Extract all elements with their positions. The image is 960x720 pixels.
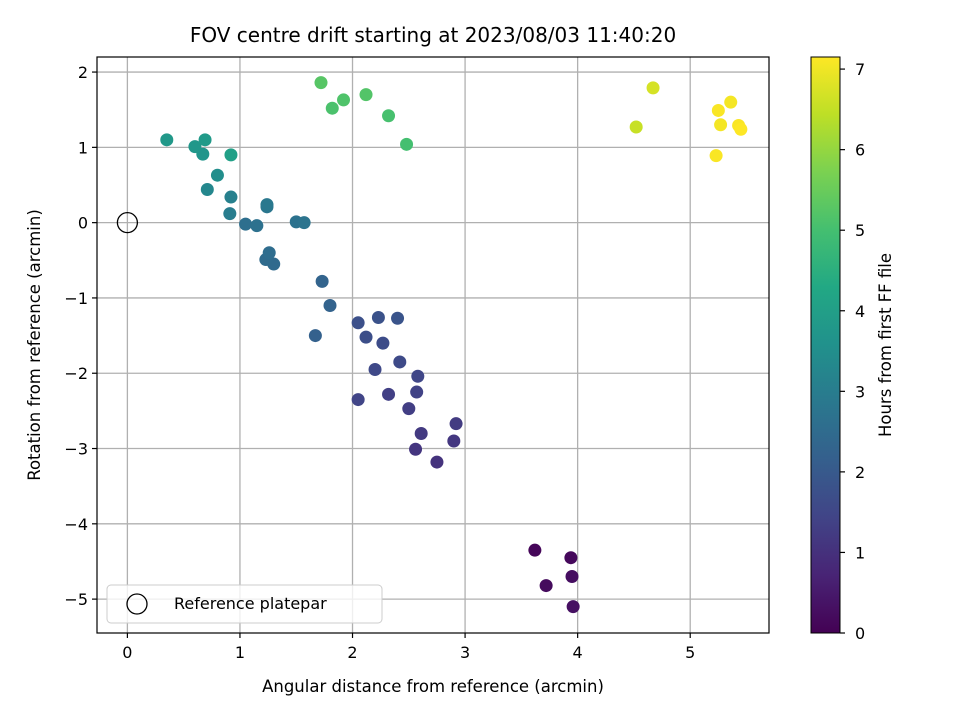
data-point [262,246,276,260]
colorbar-tick-label: 1 [855,543,865,562]
data-point [447,434,461,448]
data-point [382,387,396,401]
data-point [629,120,643,134]
colorbar-label: Hours from first FF file [876,253,895,437]
colorbar-tick-label: 5 [855,221,865,240]
x-tick-label: 0 [122,643,132,662]
legend: Reference platepar [106,584,383,624]
data-points [160,76,748,614]
legend-box [106,584,383,624]
x-tick-label: 2 [347,643,357,662]
reference-point [116,211,139,234]
colorbar [810,56,841,634]
data-point [402,402,416,416]
data-point [200,183,214,197]
data-point [409,442,423,456]
data-point [260,198,274,212]
data-point [564,551,578,565]
y-tick-label: 2 [78,63,88,82]
x-tick-label: 4 [573,643,583,662]
y-axis-ticks: −5 −4 −3 −2 −1 0 1 2 [64,63,97,609]
colorbar-tick-label: 7 [855,60,865,79]
data-point [528,543,542,557]
data-point [449,417,463,431]
data-point [314,76,328,90]
colorbar-tick-label: 3 [855,382,865,401]
colorbar-ticks: 0 1 2 3 4 5 6 7 [840,60,865,643]
data-point [223,207,237,221]
colorbar-tick-label: 4 [855,302,865,321]
data-point [391,311,405,325]
colorbar-tick-label: 0 [855,624,865,643]
data-point [368,362,382,376]
y-tick-label: −5 [64,590,88,609]
data-point [323,298,337,312]
data-point [308,329,322,343]
y-tick-label: −2 [64,364,88,383]
colorbar-tick-label: 2 [855,463,865,482]
chart-title: FOV centre drift starting at 2023/08/03 … [190,23,676,47]
data-point [210,168,224,182]
data-point [714,118,728,132]
data-point [565,570,579,584]
data-point [297,216,311,230]
y-tick-label: 1 [78,138,88,157]
data-point [188,140,202,154]
data-point [414,426,428,440]
data-point [376,336,390,350]
data-point [224,148,238,162]
data-point [734,122,748,136]
data-point [711,103,725,117]
data-point [359,330,373,344]
data-point [724,95,738,109]
data-point [646,81,660,95]
data-point [709,149,723,163]
data-point [410,385,424,399]
x-tick-label: 1 [235,643,245,662]
y-tick-label: −4 [64,515,88,534]
data-point [411,369,425,383]
data-point [224,190,238,204]
y-tick-label: 0 [78,214,88,233]
data-point [371,311,385,325]
reference-marker [116,211,139,234]
data-point [393,355,407,369]
data-point [351,393,365,407]
y-axis-label: Rotation from reference (arcmin) [25,209,44,481]
data-point [325,101,339,115]
data-point [400,137,414,151]
data-point [315,274,329,288]
data-point [198,133,212,147]
legend-label: Reference platepar [174,594,327,613]
data-point [382,109,396,123]
y-tick-label: −1 [64,289,88,308]
data-point [250,219,264,233]
data-point [430,455,444,469]
x-tick-label: 5 [685,643,695,662]
data-point [351,316,365,330]
x-axis-label: Angular distance from reference (arcmin) [262,677,604,696]
legend-marker [126,593,148,615]
data-point [160,133,174,147]
colorbar-tick-label: 6 [855,141,865,160]
x-axis-ticks: 0 1 2 3 4 5 [122,633,695,662]
data-point [566,600,580,614]
y-tick-label: −3 [64,440,88,459]
plot-frame [96,56,770,634]
data-point [239,217,253,231]
grid-lines [97,57,769,633]
data-point [539,579,553,593]
data-point [337,93,351,107]
x-tick-label: 3 [460,643,470,662]
data-point [359,88,373,102]
